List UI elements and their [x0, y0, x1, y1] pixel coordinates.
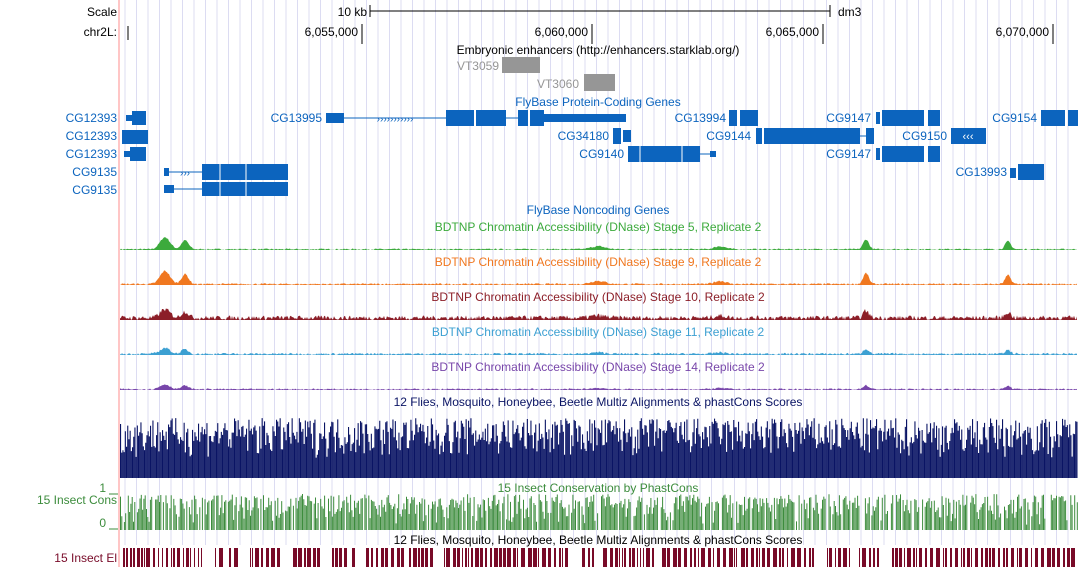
gene-model-cg13993[interactable] [1010, 164, 1044, 180]
insect-cons-track[interactable]: 15 Insect Conservation by PhastCons 15 I… [37, 481, 1078, 530]
gene-label-cg9150[interactable]: CG9150 [902, 129, 947, 143]
gene-model-cg9135-b[interactable] [164, 182, 288, 196]
multiz-alignment-track[interactable]: 12 Flies, Mosquito, Honeybee, Beetle Mul… [120, 395, 1078, 478]
gene-label-cg34180[interactable]: CG34180 [558, 129, 610, 143]
dnase-stage10-title: BDTNP Chromatin Accessibility (DNase) St… [431, 290, 765, 304]
dnase-stage5-title: BDTNP Chromatin Accessibility (DNase) St… [435, 220, 762, 234]
scale-label: Scale [87, 5, 117, 19]
protein-coding-genes-track[interactable]: FlyBase Protein-Coding Genes CG12393 CG1… [66, 95, 1078, 197]
enhancer-feature-vt3059[interactable] [502, 57, 540, 73]
gene-model-cg12393-b[interactable] [122, 130, 148, 144]
dnase-stage14-track[interactable]: BDTNP Chromatin Accessibility (DNase) St… [120, 360, 1077, 390]
insect-elements-bars [123, 548, 1075, 567]
gene-label-cg12393-c[interactable]: CG12393 [66, 147, 118, 161]
gene-model-cg34180[interactable] [613, 128, 631, 144]
enhancers-track[interactable]: Embryonic enhancers (http://enhancers.st… [457, 43, 740, 91]
insect-cons-ymin-label: 0 [99, 516, 106, 530]
gene-model-cg12393-a[interactable] [126, 111, 146, 125]
insect-cons-title: 15 Insect Conservation by PhastCons [498, 481, 699, 495]
gene-model-cg9147-a[interactable] [876, 110, 940, 126]
svg-text:‹‹‹: ‹‹‹ [963, 131, 974, 143]
gene-model-cg13994[interactable] [729, 110, 758, 126]
gene-model-cg9135-a[interactable]: ››› [164, 164, 288, 180]
gene-label-cg13993[interactable]: CG13993 [956, 165, 1008, 179]
enhancers-track-title: Embryonic enhancers (http://enhancers.st… [457, 43, 740, 57]
gene-model-cg9140[interactable] [628, 146, 716, 162]
insect-elements-title: 12 Flies, Mosquito, Honeybee, Beetle Mul… [394, 533, 803, 547]
gene-model-cg13995[interactable]: ››››››››››› [326, 110, 626, 126]
gene-label-cg13994[interactable]: CG13994 [675, 111, 727, 125]
gene-model-cg9144[interactable] [756, 128, 874, 144]
gene-model-cg12393-c[interactable] [124, 147, 146, 161]
noncoding-genes-title: FlyBase Noncoding Genes [527, 203, 670, 217]
position-label-3: 6,065,000 [766, 25, 820, 39]
gene-model-cg9154[interactable] [1041, 110, 1078, 126]
gene-label-cg9147-b[interactable]: CG9147 [826, 147, 871, 161]
gene-label-cg13995[interactable]: CG13995 [271, 111, 323, 125]
enhancer-label-vt3060: VT3060 [537, 77, 579, 91]
dnase-stage5-signal [120, 237, 1077, 250]
scale-bar-label: 10 kb [338, 5, 368, 19]
multiz-conservation-signal [120, 418, 1078, 478]
dnase-stage11-title: BDTNP Chromatin Accessibility (DNase) St… [432, 325, 765, 339]
chrom-label: chr2L: [84, 25, 117, 39]
gene-label-cg9140[interactable]: CG9140 [579, 147, 624, 161]
enhancer-feature-vt3060[interactable] [584, 74, 615, 91]
svg-text:›››››››››››: ››››››››››› [377, 114, 414, 125]
dnase-stage11-track[interactable]: BDTNP Chromatin Accessibility (DNase) St… [120, 325, 1077, 355]
multiz-track-title: 12 Flies, Mosquito, Honeybee, Beetle Mul… [394, 395, 803, 409]
insect-cons-side-label[interactable]: 15 Insect Cons [37, 493, 117, 507]
gene-model-cg9150[interactable]: ‹‹‹ [951, 128, 986, 144]
enhancer-label-vt3059: VT3059 [457, 59, 499, 73]
dnase-stage10-track[interactable]: BDTNP Chromatin Accessibility (DNase) St… [120, 290, 1077, 320]
position-label-2: 6,060,000 [535, 25, 589, 39]
gene-label-cg12393-b[interactable]: CG12393 [66, 129, 118, 143]
gene-label-cg9147-a[interactable]: CG9147 [826, 111, 871, 125]
gene-label-cg9144[interactable]: CG9144 [706, 129, 751, 143]
dnase-stage9-track[interactable]: BDTNP Chromatin Accessibility (DNase) St… [120, 255, 1077, 285]
dnase-stage9-title: BDTNP Chromatin Accessibility (DNase) St… [435, 255, 762, 269]
dnase-stage9-signal [120, 270, 1077, 285]
gene-label-cg9154[interactable]: CG9154 [992, 111, 1037, 125]
dnase-stage5-track[interactable]: BDTNP Chromatin Accessibility (DNase) St… [120, 220, 1077, 250]
gene-label-cg9135-a[interactable]: CG9135 [72, 165, 117, 179]
dnase-stage14-signal [120, 384, 1077, 390]
insect-elements-track[interactable]: 12 Flies, Mosquito, Honeybee, Beetle Mul… [54, 533, 1075, 567]
protein-coding-genes-title: FlyBase Protein-Coding Genes [515, 95, 680, 109]
dnase-stage14-title: BDTNP Chromatin Accessibility (DNase) St… [431, 360, 765, 374]
dnase-stage10-signal [120, 308, 1077, 320]
position-label-1: 6,055,000 [305, 25, 359, 39]
gene-label-cg9135-b[interactable]: CG9135 [72, 183, 117, 197]
assembly-label: dm3 [838, 5, 862, 19]
insect-cons-signal [120, 494, 1078, 530]
insect-elements-side-label[interactable]: 15 Insect El [54, 551, 117, 565]
insect-cons-ymax-label: 1 [99, 481, 106, 495]
gene-model-cg9147-b[interactable] [876, 146, 940, 162]
dnase-stage11-signal [120, 347, 1077, 355]
ruler-track[interactable]: Scale chr2L: 10 kb dm3 6,055,000 6,060,0… [84, 5, 1054, 44]
svg-text:›››: ››› [180, 168, 190, 179]
gene-label-cg12393-a[interactable]: CG12393 [66, 111, 118, 125]
position-label-4: 6,070,000 [996, 25, 1050, 39]
